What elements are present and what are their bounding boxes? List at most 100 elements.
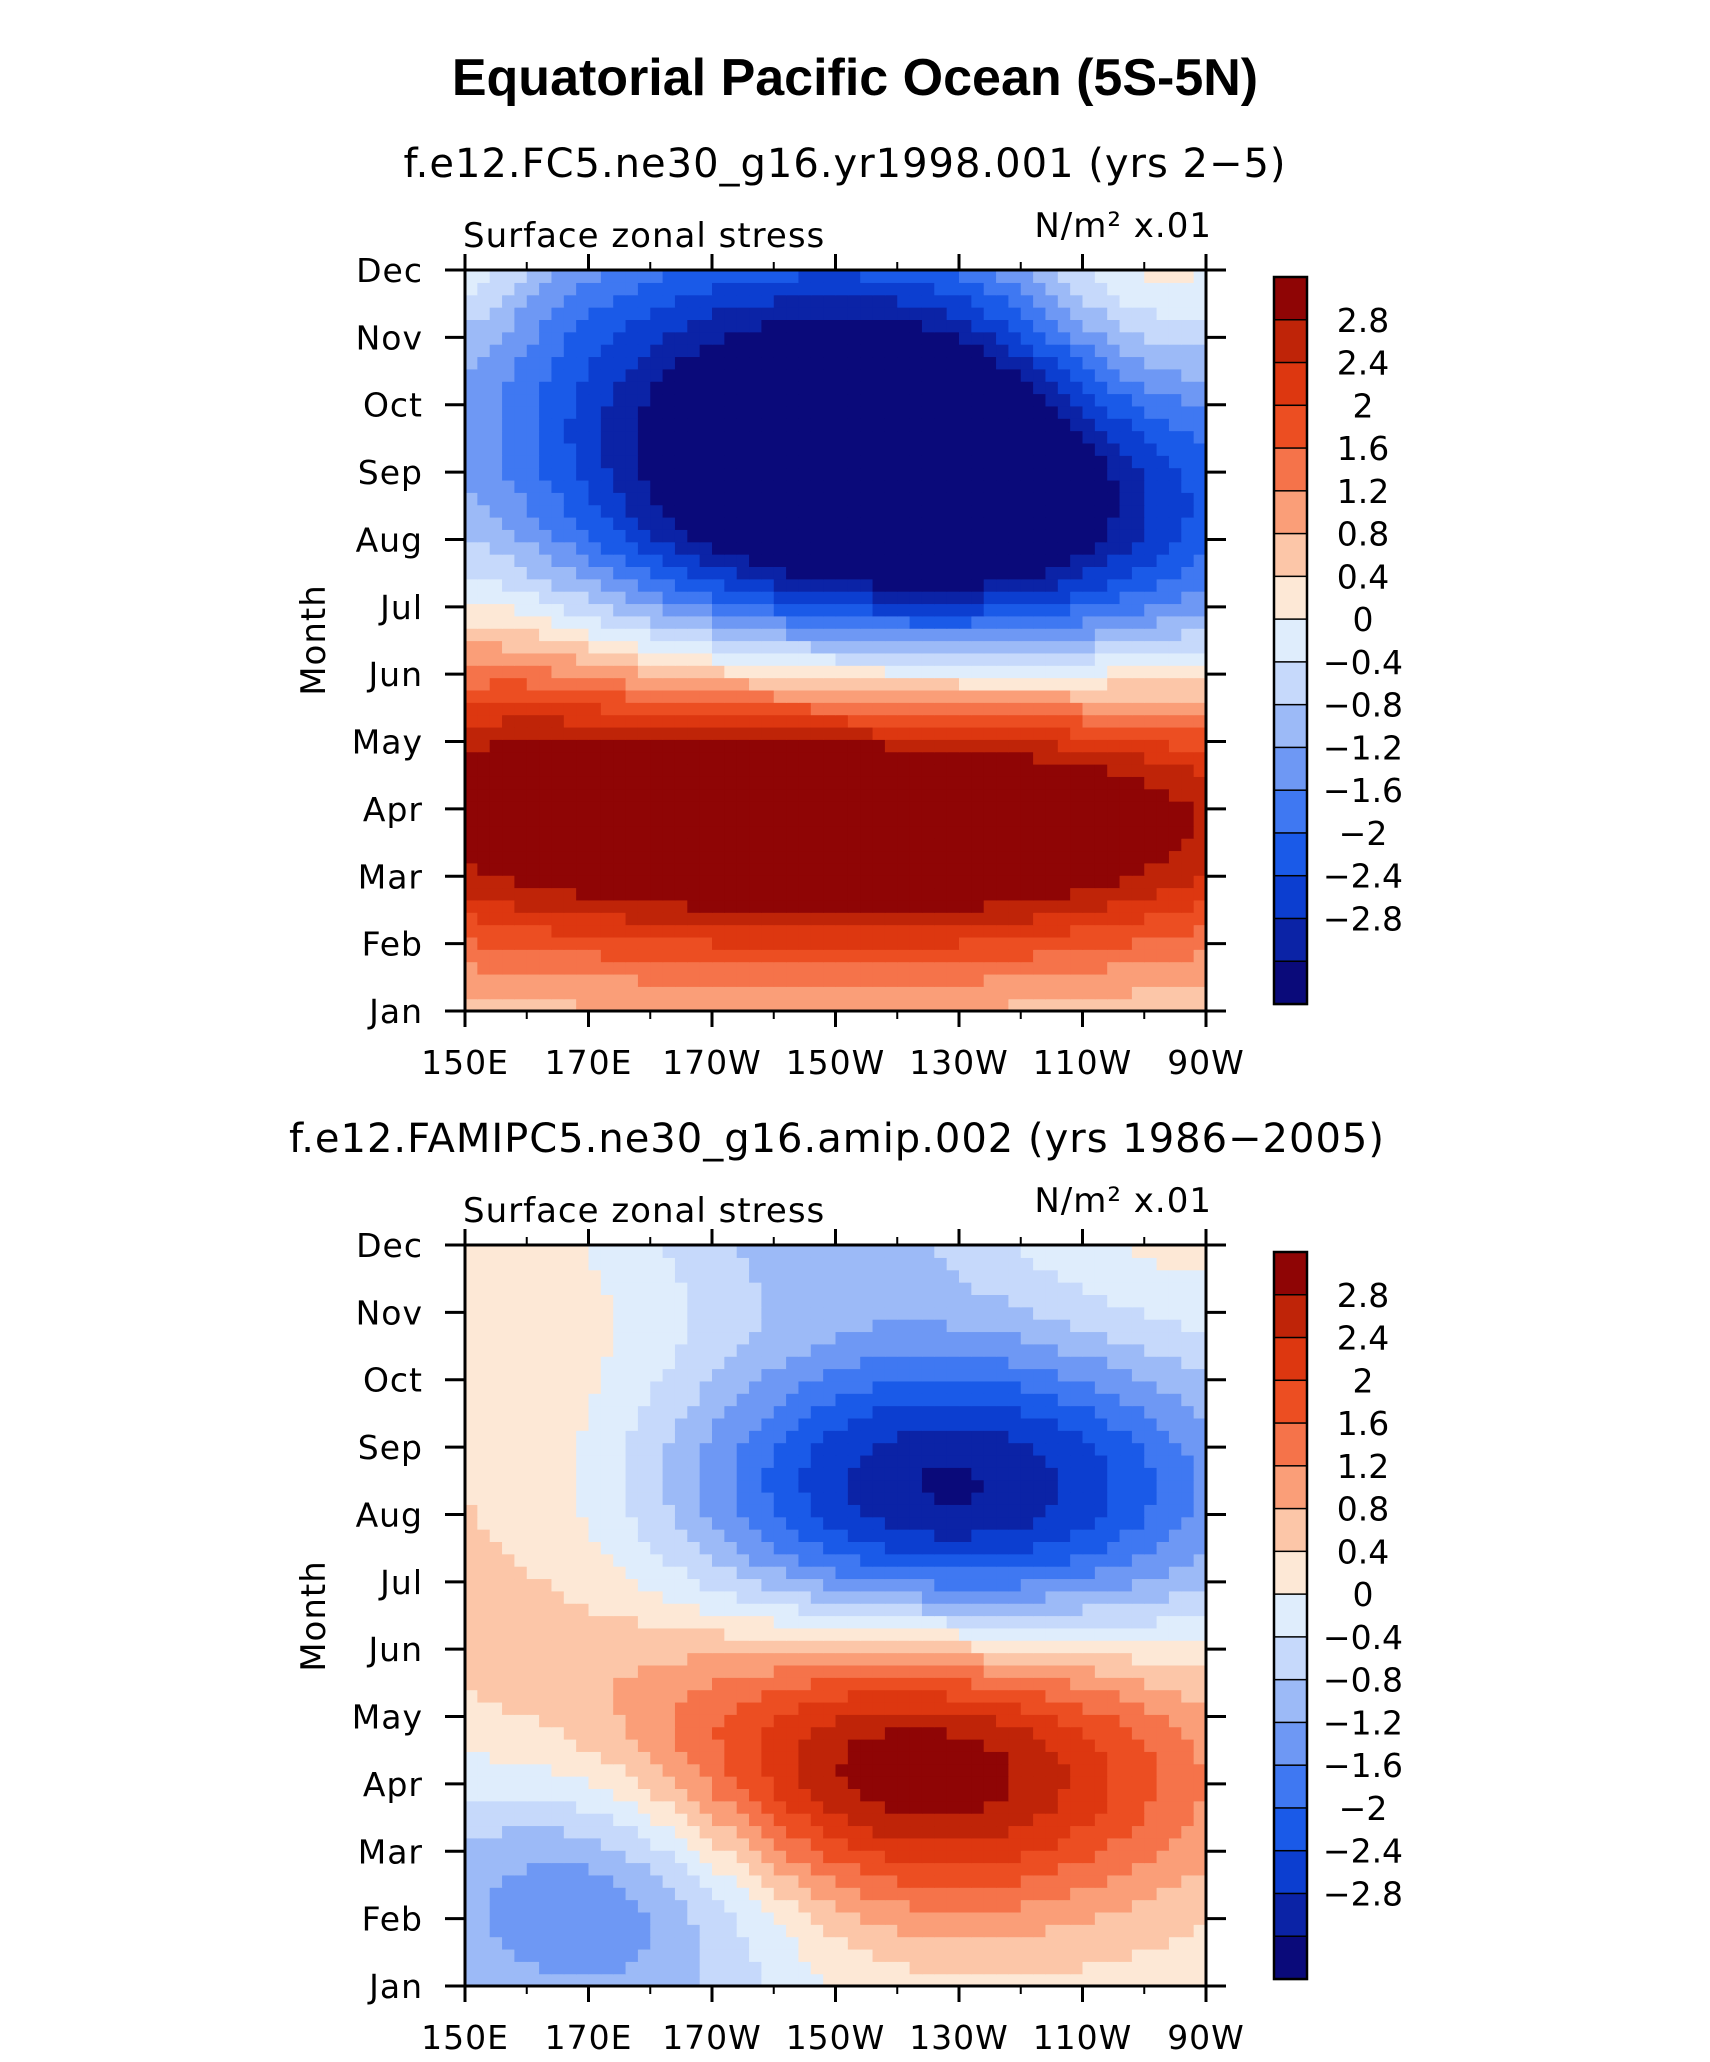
heatmap-cell — [477, 875, 491, 889]
heatmap-cell — [872, 1751, 886, 1765]
heatmap-cell — [1094, 356, 1108, 370]
heatmap-cell — [921, 282, 935, 296]
heatmap-cell — [662, 973, 676, 987]
heatmap-cell — [662, 578, 676, 592]
heatmap-cell — [637, 1776, 651, 1789]
heatmap-cell — [662, 776, 676, 790]
heatmap-cell — [502, 603, 515, 617]
heatmap-cell — [749, 1874, 762, 1888]
heatmap-cell — [1144, 418, 1158, 432]
heatmap-cell — [761, 875, 775, 889]
heatmap-cell — [872, 393, 886, 407]
heatmap-cell — [1057, 862, 1071, 876]
heatmap-cell — [847, 1800, 861, 1814]
heatmap-cell — [749, 467, 762, 481]
heatmap-cell — [860, 899, 874, 913]
heatmap-cell — [489, 1899, 503, 1913]
heatmap-cell — [674, 751, 688, 765]
heatmap-cell — [959, 1911, 972, 1925]
colorbar-label: 2 — [1353, 386, 1374, 425]
heatmap-cell — [502, 801, 515, 814]
heatmap-cell — [1082, 813, 1096, 827]
heatmap-cell — [563, 344, 577, 358]
heatmap-cell — [959, 307, 972, 320]
heatmap-cell — [971, 467, 985, 481]
heatmap-cell — [1168, 912, 1182, 926]
heatmap-cell — [674, 986, 688, 1000]
heatmap-cell — [1057, 442, 1071, 456]
heatmap-cell — [934, 899, 948, 913]
heatmap-cell — [551, 344, 565, 358]
heatmap-cell — [637, 1862, 651, 1876]
heatmap-cell — [1020, 949, 1034, 963]
heatmap-cell — [1193, 764, 1207, 777]
heatmap-cell — [996, 1751, 1009, 1765]
heatmap-cell — [1057, 949, 1071, 963]
heatmap-cell — [576, 541, 590, 555]
heatmap-cell — [687, 1924, 701, 1938]
heatmap-cell — [996, 1911, 1009, 1925]
heatmap-cell — [637, 282, 651, 296]
heatmap-cell — [810, 689, 824, 703]
heatmap-cell — [798, 1776, 812, 1789]
heatmap-cell — [600, 1813, 614, 1827]
heatmap-cell — [761, 331, 775, 345]
heatmap-cell — [588, 1714, 602, 1728]
heatmap-cell — [897, 1739, 911, 1752]
heatmap-cell — [1045, 1763, 1059, 1777]
heatmap-cell — [798, 294, 812, 308]
heatmap-cell — [1181, 1961, 1195, 1975]
heatmap-cell — [996, 1776, 1009, 1789]
heatmap-cell — [810, 714, 824, 728]
heatmap-cell — [860, 739, 874, 753]
heatmap-cell — [650, 875, 664, 889]
heatmap-cell — [576, 368, 590, 382]
heatmap-cell — [798, 714, 812, 728]
heatmap-cell — [613, 1874, 627, 1888]
heatmap-cell — [712, 1739, 725, 1752]
heatmap-cell — [687, 949, 701, 963]
x-tick-label: 130W — [909, 1043, 1009, 1082]
heatmap-cell — [798, 1936, 812, 1950]
heatmap-cell — [761, 813, 775, 827]
heatmap-cell — [699, 1961, 713, 1975]
heatmap-cell — [934, 788, 948, 802]
heatmap-cell — [835, 838, 849, 852]
heatmap-cell — [588, 1911, 602, 1925]
heatmap-cell — [563, 566, 577, 580]
heatmap-cell — [539, 554, 553, 567]
heatmap-cell — [526, 1726, 540, 1740]
heatmap-cell — [1168, 677, 1182, 691]
heatmap-cell — [1131, 825, 1145, 839]
heatmap-cell — [872, 936, 886, 950]
heatmap-cell — [662, 1714, 676, 1728]
heatmap-cell — [773, 442, 787, 456]
heatmap-cell — [921, 652, 935, 666]
heatmap-cell — [971, 665, 985, 679]
heatmap-cell — [1045, 640, 1059, 654]
heatmap-cell — [1033, 764, 1047, 777]
heatmap-cell — [921, 479, 935, 493]
heatmap-cell — [1033, 1862, 1047, 1876]
heatmap-cell — [1168, 924, 1182, 938]
heatmap-cell — [1070, 998, 1084, 1012]
heatmap-cell — [921, 801, 935, 814]
heatmap-cell — [539, 1837, 553, 1851]
heatmap-cell — [1020, 1899, 1034, 1913]
heatmap-cell — [1020, 850, 1034, 864]
heatmap-cell — [563, 319, 577, 333]
heatmap-cell — [761, 652, 775, 666]
heatmap-cell — [798, 455, 812, 469]
heatmap-cell — [959, 1961, 972, 1975]
heatmap-cell — [1094, 1961, 1108, 1975]
heatmap-cell — [1057, 1961, 1071, 1975]
heatmap-cell — [1131, 1887, 1145, 1901]
heatmap-cell — [1156, 677, 1170, 691]
heatmap-cell — [897, 1874, 911, 1888]
heatmap-cell — [613, 689, 627, 703]
heatmap-cell — [823, 479, 837, 493]
heatmap-cell — [465, 875, 478, 889]
heatmap-cell — [576, 714, 590, 728]
heatmap-cell — [897, 949, 911, 963]
heatmap-cell — [1181, 1874, 1195, 1888]
